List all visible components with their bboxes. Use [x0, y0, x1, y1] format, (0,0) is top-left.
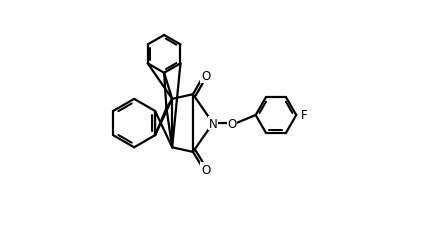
- Text: N: N: [209, 117, 217, 130]
- Text: O: O: [228, 117, 237, 130]
- Text: O: O: [201, 70, 210, 83]
- Text: O: O: [201, 163, 210, 176]
- Text: F: F: [302, 109, 308, 122]
